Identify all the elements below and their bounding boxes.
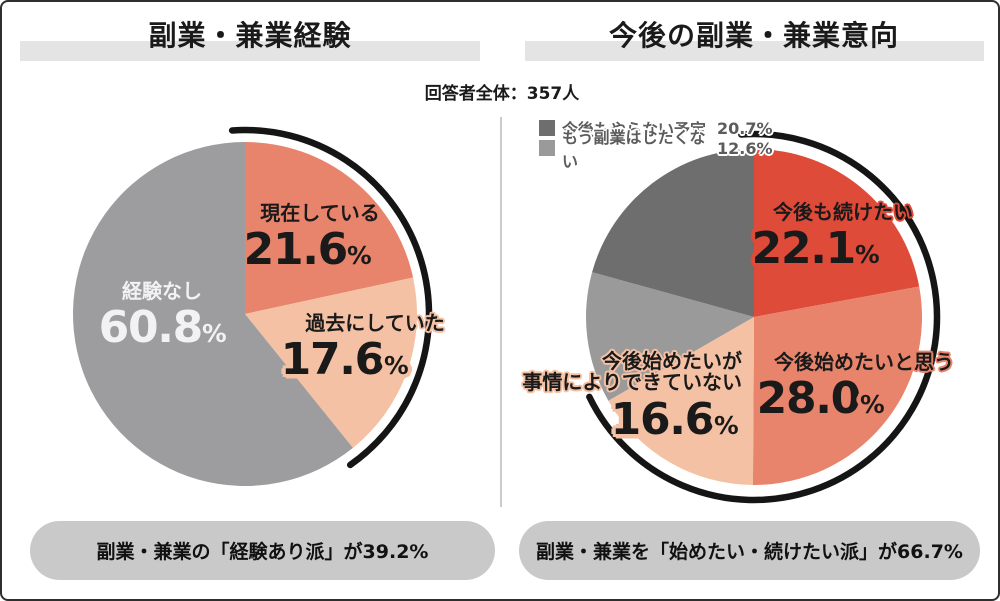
slice-label-cannot-start: 今後始めたいが 事情によりできていない — [507, 351, 742, 393]
legend-row-never-plan: 今後もやらない予定 20.7% — [539, 118, 773, 139]
legend-swatch-light-gray — [539, 140, 555, 156]
slice-value-want-to-continue: 22.1% — [751, 223, 880, 274]
slice-label-currently-doing: 現在している — [260, 201, 380, 225]
slice-label-did-in-past: 過去にしていた — [305, 311, 445, 335]
respondents-total: 回答者全体：357人 — [424, 84, 580, 104]
slice-label-want-to-continue: 今後も続けたい — [773, 200, 913, 224]
legend-label: 今後もやらない予定 — [562, 120, 707, 139]
slice-value-did-in-past: 17.6% — [280, 334, 409, 385]
intention-legend: 今後もやらない予定 20.7% もう副業はしたくない 12.6% — [539, 118, 773, 171]
slice-value-want-to-start: 28.0% — [756, 373, 885, 424]
slice-label-cannot-start-line1: 今後始めたいが — [602, 349, 742, 373]
slice-label-cannot-start-line2: 事情によりできていない — [522, 370, 742, 394]
left-summary-text: 副業・兼業の「経験あり派」が39.2% — [96, 541, 429, 563]
right-title-highlight-bar — [525, 41, 984, 61]
slice-label-no-experience: 経験なし — [122, 279, 202, 303]
right-panel-title: 今後の副業・兼業意向 — [608, 19, 899, 52]
left-panel-title: 副業・兼業経験 — [148, 19, 352, 52]
legend-swatch-dark-gray — [539, 120, 555, 136]
slice-value-currently-doing: 21.6% — [243, 224, 372, 275]
legend-value: 12.6% — [717, 138, 773, 158]
left-summary-pill: 副業・兼業の「経験あり派」が39.2% — [30, 521, 495, 580]
slice-label-want-to-start: 今後始めたいと思う — [774, 350, 954, 374]
left-title-highlight-bar — [20, 41, 480, 61]
legend-value: 20.7% — [717, 118, 773, 138]
right-summary-text: 副業・兼業を「始めたい・続けたい派」が66.7% — [536, 541, 963, 563]
right-summary-pill: 副業・兼業を「始めたい・続けたい派」が66.7% — [519, 521, 980, 580]
experience-pie-chart — [45, 114, 445, 514]
panel-divider — [500, 117, 502, 507]
slice-value-no-experience: 60.8% — [98, 302, 227, 353]
legend-label: もう副業はしたくない — [562, 128, 706, 171]
slice-value-cannot-start: 16.6% — [610, 394, 739, 445]
legend-row-no-more: もう副業はしたくない 12.6% — [539, 128, 773, 171]
intention-pie-chart — [554, 117, 954, 517]
